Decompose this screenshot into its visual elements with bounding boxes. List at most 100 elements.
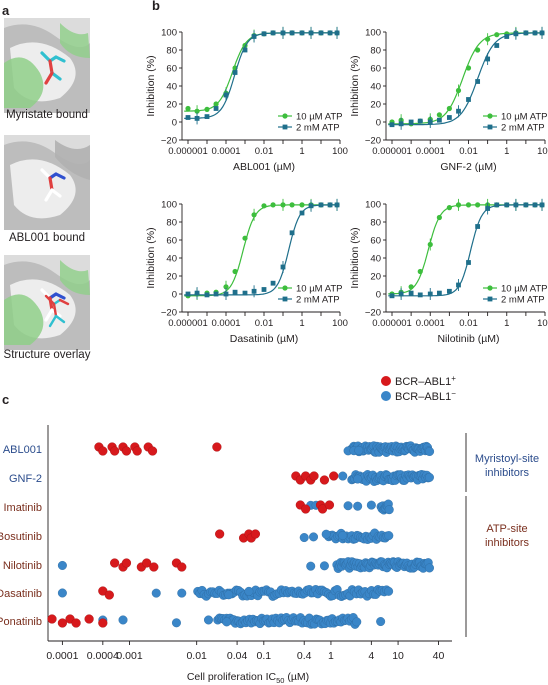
x-tick-label: 1 — [504, 318, 509, 329]
x-tick-label: 0.000001 — [168, 146, 208, 157]
y-tick-label: −20 — [161, 308, 177, 319]
data-point — [353, 474, 363, 484]
y-tick-label: 60 — [166, 236, 177, 247]
row-imatinib-positive — [295, 500, 335, 514]
legend-sup: − — [451, 389, 456, 398]
ligand-bond — [58, 298, 70, 306]
x-tick-label: 0.4 — [297, 650, 312, 662]
y-tick-label: 100 — [161, 200, 177, 211]
data-point — [389, 293, 395, 299]
y-tick-label: 20 — [370, 272, 381, 283]
data-point — [494, 43, 500, 48]
data-point — [465, 202, 472, 208]
fit-curve — [184, 204, 339, 297]
data-point — [327, 30, 333, 36]
y-tick-label: 80 — [166, 218, 177, 229]
data-point — [408, 290, 414, 296]
ligand-bond — [44, 294, 56, 306]
data-point — [436, 214, 442, 221]
series-high-atp — [388, 26, 545, 130]
data-point — [194, 290, 200, 296]
data-point — [261, 31, 267, 37]
data-point — [319, 475, 330, 485]
legend-sup: + — [451, 374, 456, 383]
data-point — [110, 558, 120, 568]
data-point — [523, 202, 529, 208]
data-point — [223, 291, 229, 297]
data-point — [353, 501, 363, 511]
data-point — [309, 532, 319, 542]
data-point — [494, 32, 500, 38]
data-point — [57, 618, 67, 628]
data-point — [456, 108, 461, 114]
y-tick-label: 20 — [166, 272, 177, 283]
data-point — [299, 210, 305, 216]
data-point — [194, 108, 200, 114]
data-point — [354, 445, 364, 455]
data-point — [121, 446, 132, 456]
y-tick-label: 60 — [370, 64, 381, 75]
row-label: Dasatinib — [0, 588, 42, 600]
legend-label: 2 mM ATP — [296, 295, 340, 306]
x-tick-label: 1 — [328, 650, 334, 662]
data-point — [212, 442, 222, 452]
series-high-atp — [184, 26, 340, 125]
fit-curve — [388, 204, 544, 295]
y-tick-label: 40 — [370, 254, 381, 265]
x-tick-label: 100 — [332, 146, 348, 157]
data-point — [327, 202, 333, 208]
data-point — [475, 47, 481, 53]
x-axis-label-unit: (µM) — [284, 671, 309, 683]
structure-thumbnail — [4, 18, 90, 113]
legend-label: 10 µM ATP — [501, 284, 547, 295]
protein-helix-green — [4, 294, 44, 345]
x-tick-label: 0.01 — [255, 318, 274, 329]
structure-caption: Myristate bound — [6, 109, 88, 121]
x-axis-label: ABL001 (µM) — [233, 161, 295, 173]
data-point — [177, 562, 187, 572]
data-point — [308, 203, 314, 209]
data-point — [98, 446, 108, 456]
y-tick-label: −20 — [365, 308, 381, 319]
group-label: inhibitors — [485, 467, 530, 479]
data-point — [232, 70, 238, 75]
data-point — [242, 290, 248, 296]
data-point — [147, 446, 158, 456]
legend-marker — [282, 124, 288, 130]
data-point — [223, 92, 229, 98]
row-nilotinib-negative — [57, 557, 434, 573]
data-point — [309, 471, 319, 481]
y-tick-label: 100 — [365, 200, 381, 211]
legend-label: BCR–ABL1+ — [395, 374, 456, 388]
data-point — [319, 561, 329, 571]
data-point — [110, 446, 120, 456]
data-point — [185, 115, 191, 120]
x-tick-label: 0.0004 — [87, 650, 119, 662]
data-point — [242, 235, 248, 241]
ligand-bond — [40, 51, 52, 63]
x-axis-label: GNF-2 (µM) — [440, 161, 496, 173]
data-point — [384, 531, 394, 541]
dose-response-chart: −20 0 20 40 60 80 100 0.000001 0.0001 0.01 1 100 ABL… — [145, 26, 348, 173]
data-point — [436, 117, 442, 123]
row-label: Ponatinib — [0, 616, 42, 628]
data-point — [475, 79, 481, 84]
protein-helix-green — [4, 57, 44, 108]
structure-thumbnail — [4, 135, 90, 230]
legend-label: 10 µM ATP — [296, 112, 342, 123]
data-point — [455, 87, 462, 94]
legend-marker — [282, 285, 288, 291]
legend-marker — [282, 296, 288, 302]
y-tick-label: 80 — [370, 46, 381, 57]
data-point — [84, 614, 94, 624]
data-point — [270, 280, 276, 286]
legend-label: 10 µM ATP — [501, 112, 547, 123]
data-point — [523, 30, 529, 36]
dose-response-chart: −20 0 20 40 60 80 100 0.000001 0.0001 0.01 1 100 Das… — [145, 198, 348, 345]
x-tick-label: 4 — [368, 650, 374, 662]
data-point — [171, 618, 181, 628]
panel-a: a Myristate bound ABL001 bound Structure ov… — [2, 3, 91, 361]
ligand-bond — [54, 172, 66, 180]
data-point — [204, 114, 210, 119]
legend-label: 2 mM ATP — [296, 123, 340, 134]
